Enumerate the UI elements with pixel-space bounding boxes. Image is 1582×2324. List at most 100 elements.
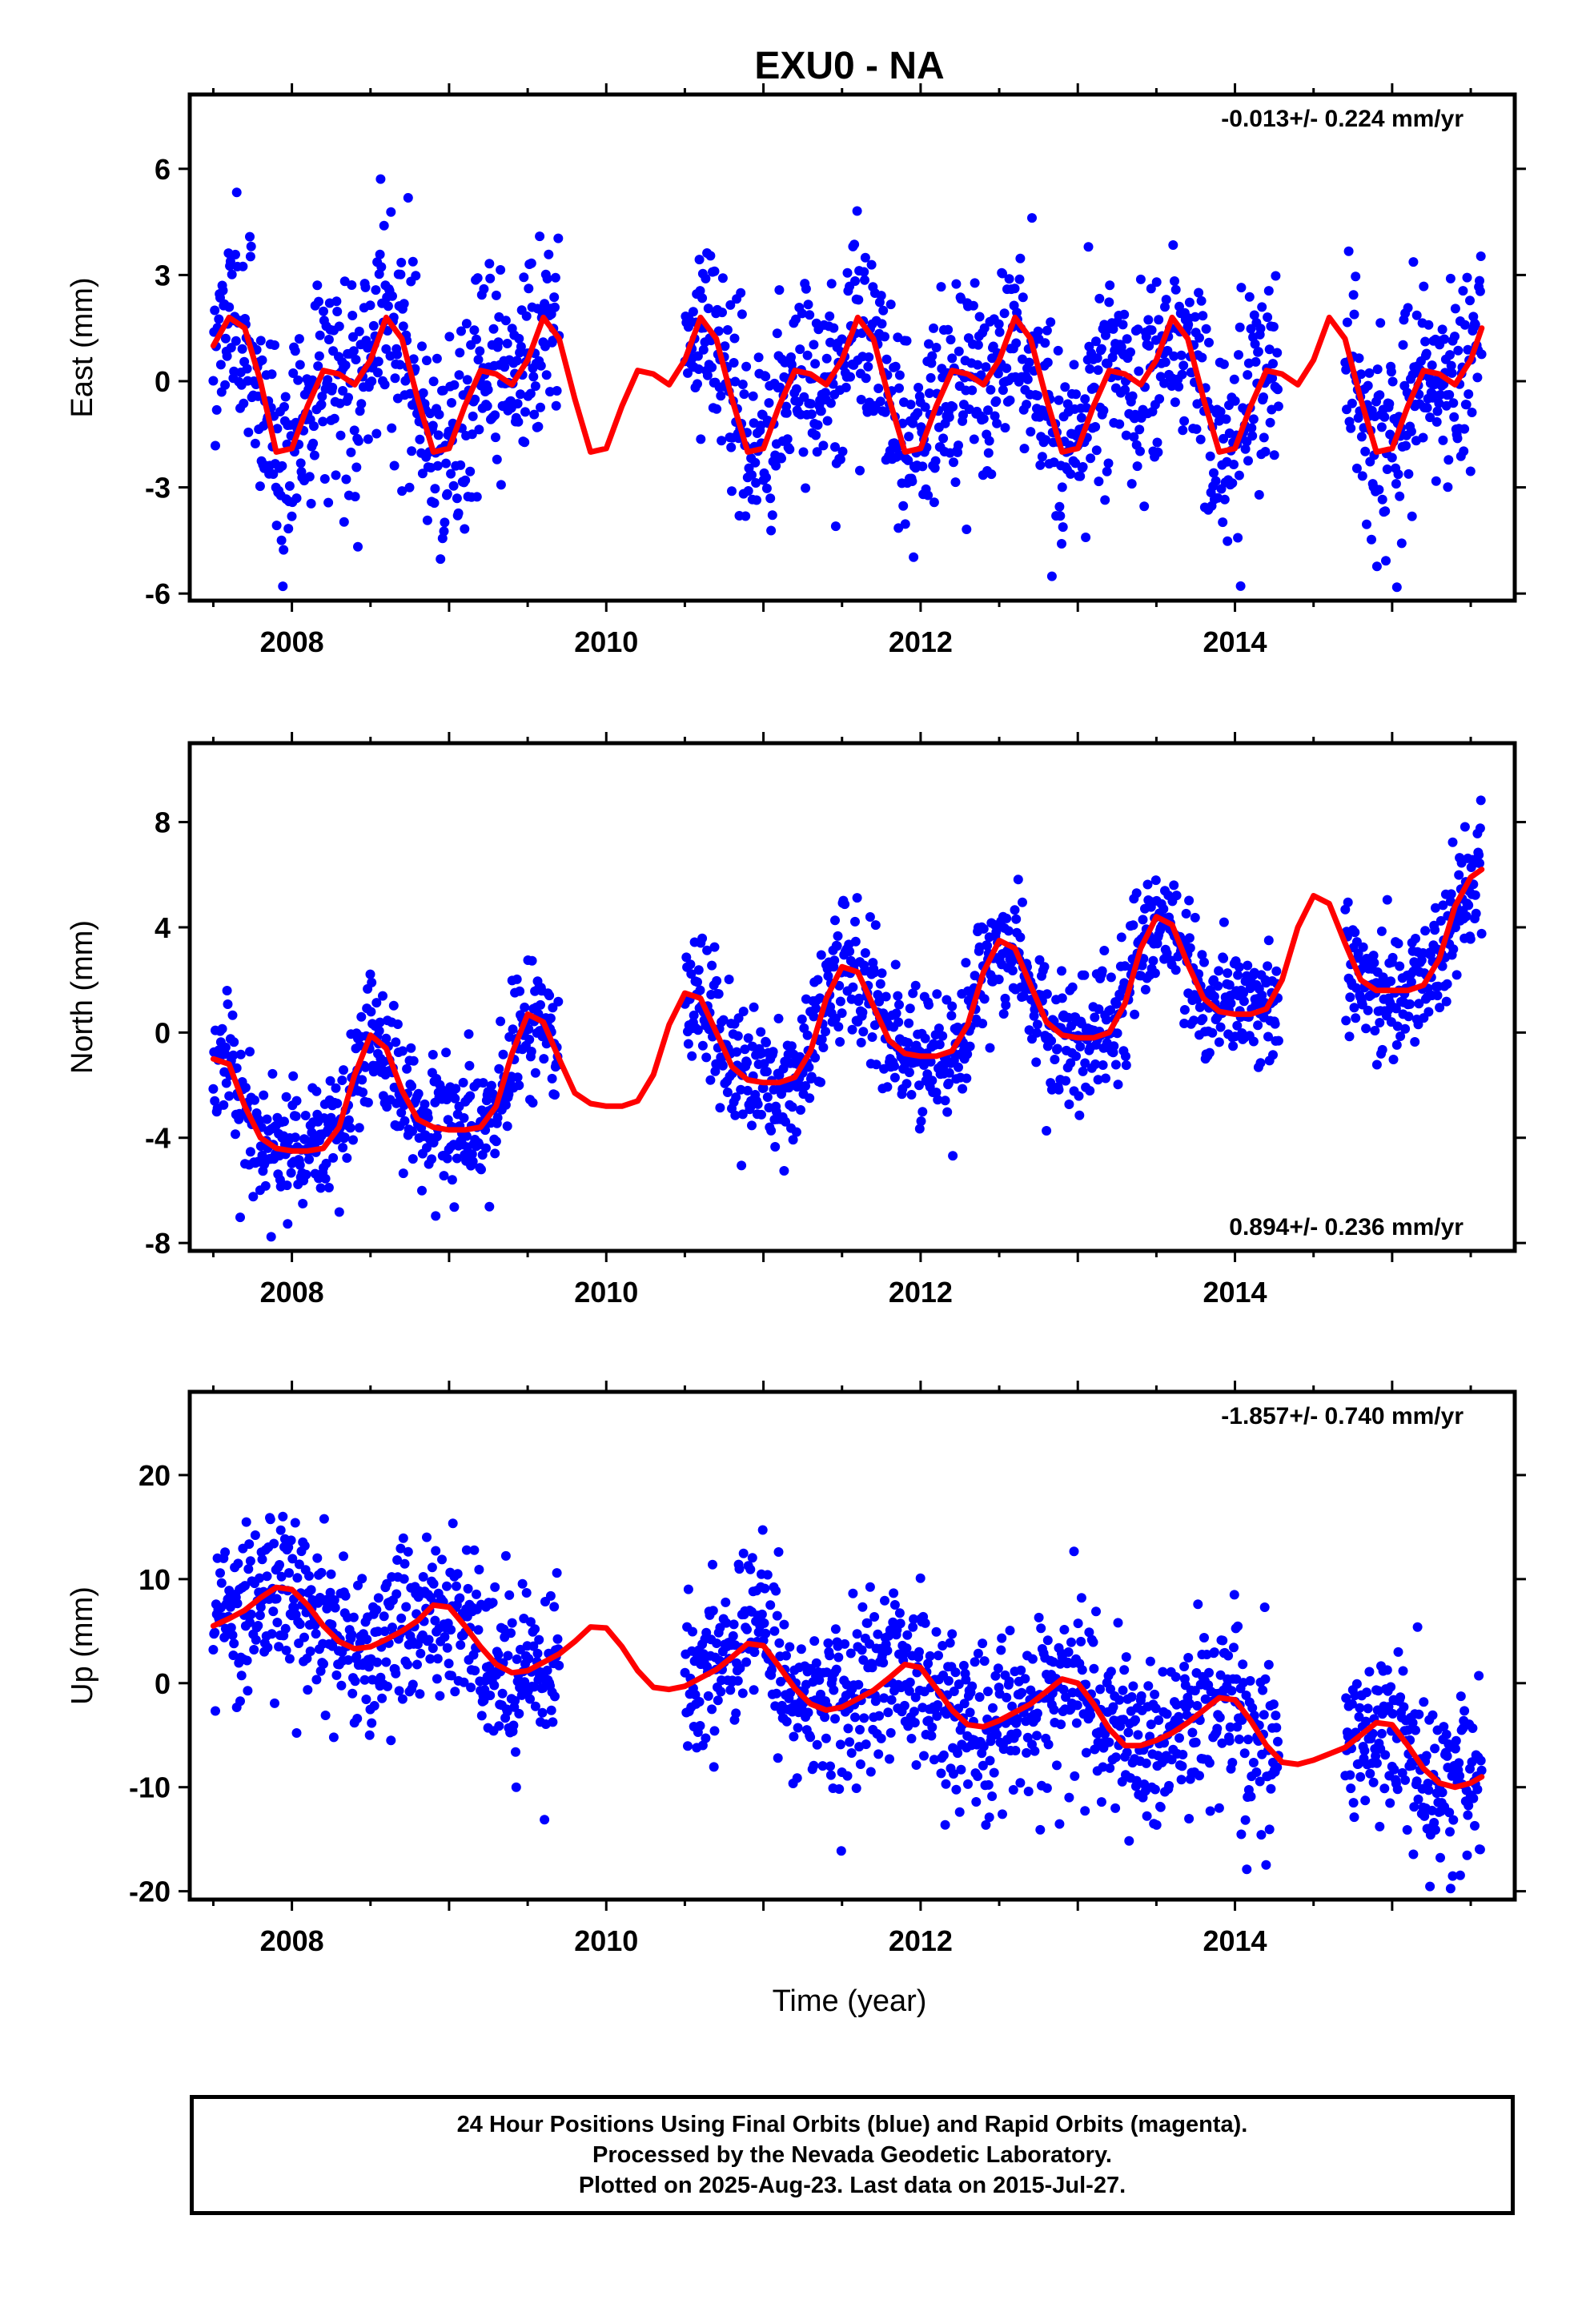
data-point	[1268, 359, 1278, 369]
data-point	[1019, 444, 1030, 454]
data-point	[371, 998, 382, 1008]
data-point	[948, 1151, 958, 1161]
data-point	[1126, 1692, 1137, 1702]
data-point	[979, 994, 990, 1004]
data-point	[1154, 315, 1164, 325]
data-point	[731, 1708, 741, 1719]
data-point	[1446, 360, 1456, 371]
y-tick-label: 20	[139, 1459, 171, 1492]
data-point	[985, 1755, 995, 1766]
data-point	[377, 1693, 387, 1703]
data-point	[1113, 1080, 1123, 1090]
data-point	[488, 1598, 498, 1608]
data-point	[343, 1655, 353, 1665]
data-point	[798, 447, 809, 457]
data-point	[1018, 991, 1029, 1001]
data-point	[693, 1025, 703, 1035]
data-point	[243, 1686, 253, 1696]
data-point	[1419, 281, 1429, 292]
data-point	[1454, 870, 1464, 880]
data-point	[739, 389, 749, 400]
data-point	[552, 1634, 563, 1644]
data-point	[1343, 897, 1353, 907]
data-point	[1093, 365, 1103, 376]
data-point	[777, 453, 786, 464]
data-point	[1250, 339, 1260, 349]
data-point	[693, 965, 704, 975]
data-point	[491, 290, 501, 300]
data-point	[908, 1622, 918, 1632]
data-point	[1272, 348, 1283, 358]
data-point	[1108, 324, 1118, 334]
data-point	[431, 1211, 441, 1221]
data-point	[527, 955, 537, 966]
data-point	[775, 382, 785, 392]
data-point	[929, 1755, 939, 1765]
data-point	[1209, 1647, 1219, 1658]
model-curve-north	[210, 866, 1485, 1154]
data-point	[689, 1010, 699, 1020]
data-point	[358, 1088, 368, 1097]
data-point	[1445, 1884, 1456, 1894]
data-point	[319, 1514, 329, 1524]
data-point	[1141, 1758, 1151, 1768]
data-point	[246, 241, 256, 251]
data-point	[288, 368, 299, 378]
data-point	[1460, 424, 1470, 434]
data-point	[869, 967, 880, 978]
data-point	[243, 427, 254, 437]
data-point	[461, 1545, 472, 1555]
data-point	[1345, 992, 1355, 1003]
data-point	[1178, 360, 1189, 371]
data-point	[1204, 1047, 1215, 1058]
data-point	[726, 442, 737, 452]
data-point	[841, 382, 851, 392]
data-point	[427, 1154, 437, 1164]
data-point	[428, 420, 438, 431]
data-point	[441, 1047, 452, 1058]
data-point	[267, 1068, 278, 1079]
data-point	[857, 1007, 868, 1018]
data-point	[1363, 380, 1373, 391]
data-point	[1199, 957, 1209, 967]
data-point	[1195, 1771, 1204, 1781]
data-point	[914, 1080, 924, 1091]
data-point	[1362, 1687, 1371, 1698]
data-point	[387, 423, 397, 433]
data-point	[1010, 905, 1020, 915]
data-point	[1088, 1637, 1098, 1647]
data-point	[1397, 1767, 1407, 1778]
data-point	[462, 375, 472, 385]
data-point	[1273, 401, 1283, 412]
data-point	[489, 1680, 500, 1691]
data-point	[306, 1585, 316, 1595]
data-point	[1228, 1041, 1239, 1051]
data-point	[1100, 495, 1110, 505]
data-point	[1365, 1768, 1375, 1779]
data-point	[805, 310, 815, 320]
data-point	[408, 354, 419, 364]
data-point	[954, 346, 964, 356]
data-point	[431, 1546, 441, 1556]
y-tick-label: -4	[145, 1122, 171, 1155]
data-point	[342, 1153, 352, 1163]
data-point	[447, 1175, 457, 1185]
data-point	[263, 1642, 273, 1653]
data-point	[905, 400, 916, 410]
data-point	[422, 515, 432, 525]
data-point	[1398, 1666, 1408, 1676]
data-point	[762, 1092, 773, 1102]
data-point	[1094, 293, 1105, 304]
data-point	[334, 1207, 344, 1217]
data-point	[1221, 414, 1231, 424]
data-point	[1403, 1011, 1414, 1022]
data-point	[1359, 1746, 1370, 1756]
data-point	[352, 1714, 363, 1723]
data-point	[871, 1059, 881, 1070]
data-point	[351, 1651, 362, 1662]
data-point	[855, 465, 865, 476]
data-point	[889, 1072, 900, 1083]
data-point	[313, 361, 323, 372]
data-point	[705, 251, 716, 261]
data-point	[452, 493, 462, 504]
